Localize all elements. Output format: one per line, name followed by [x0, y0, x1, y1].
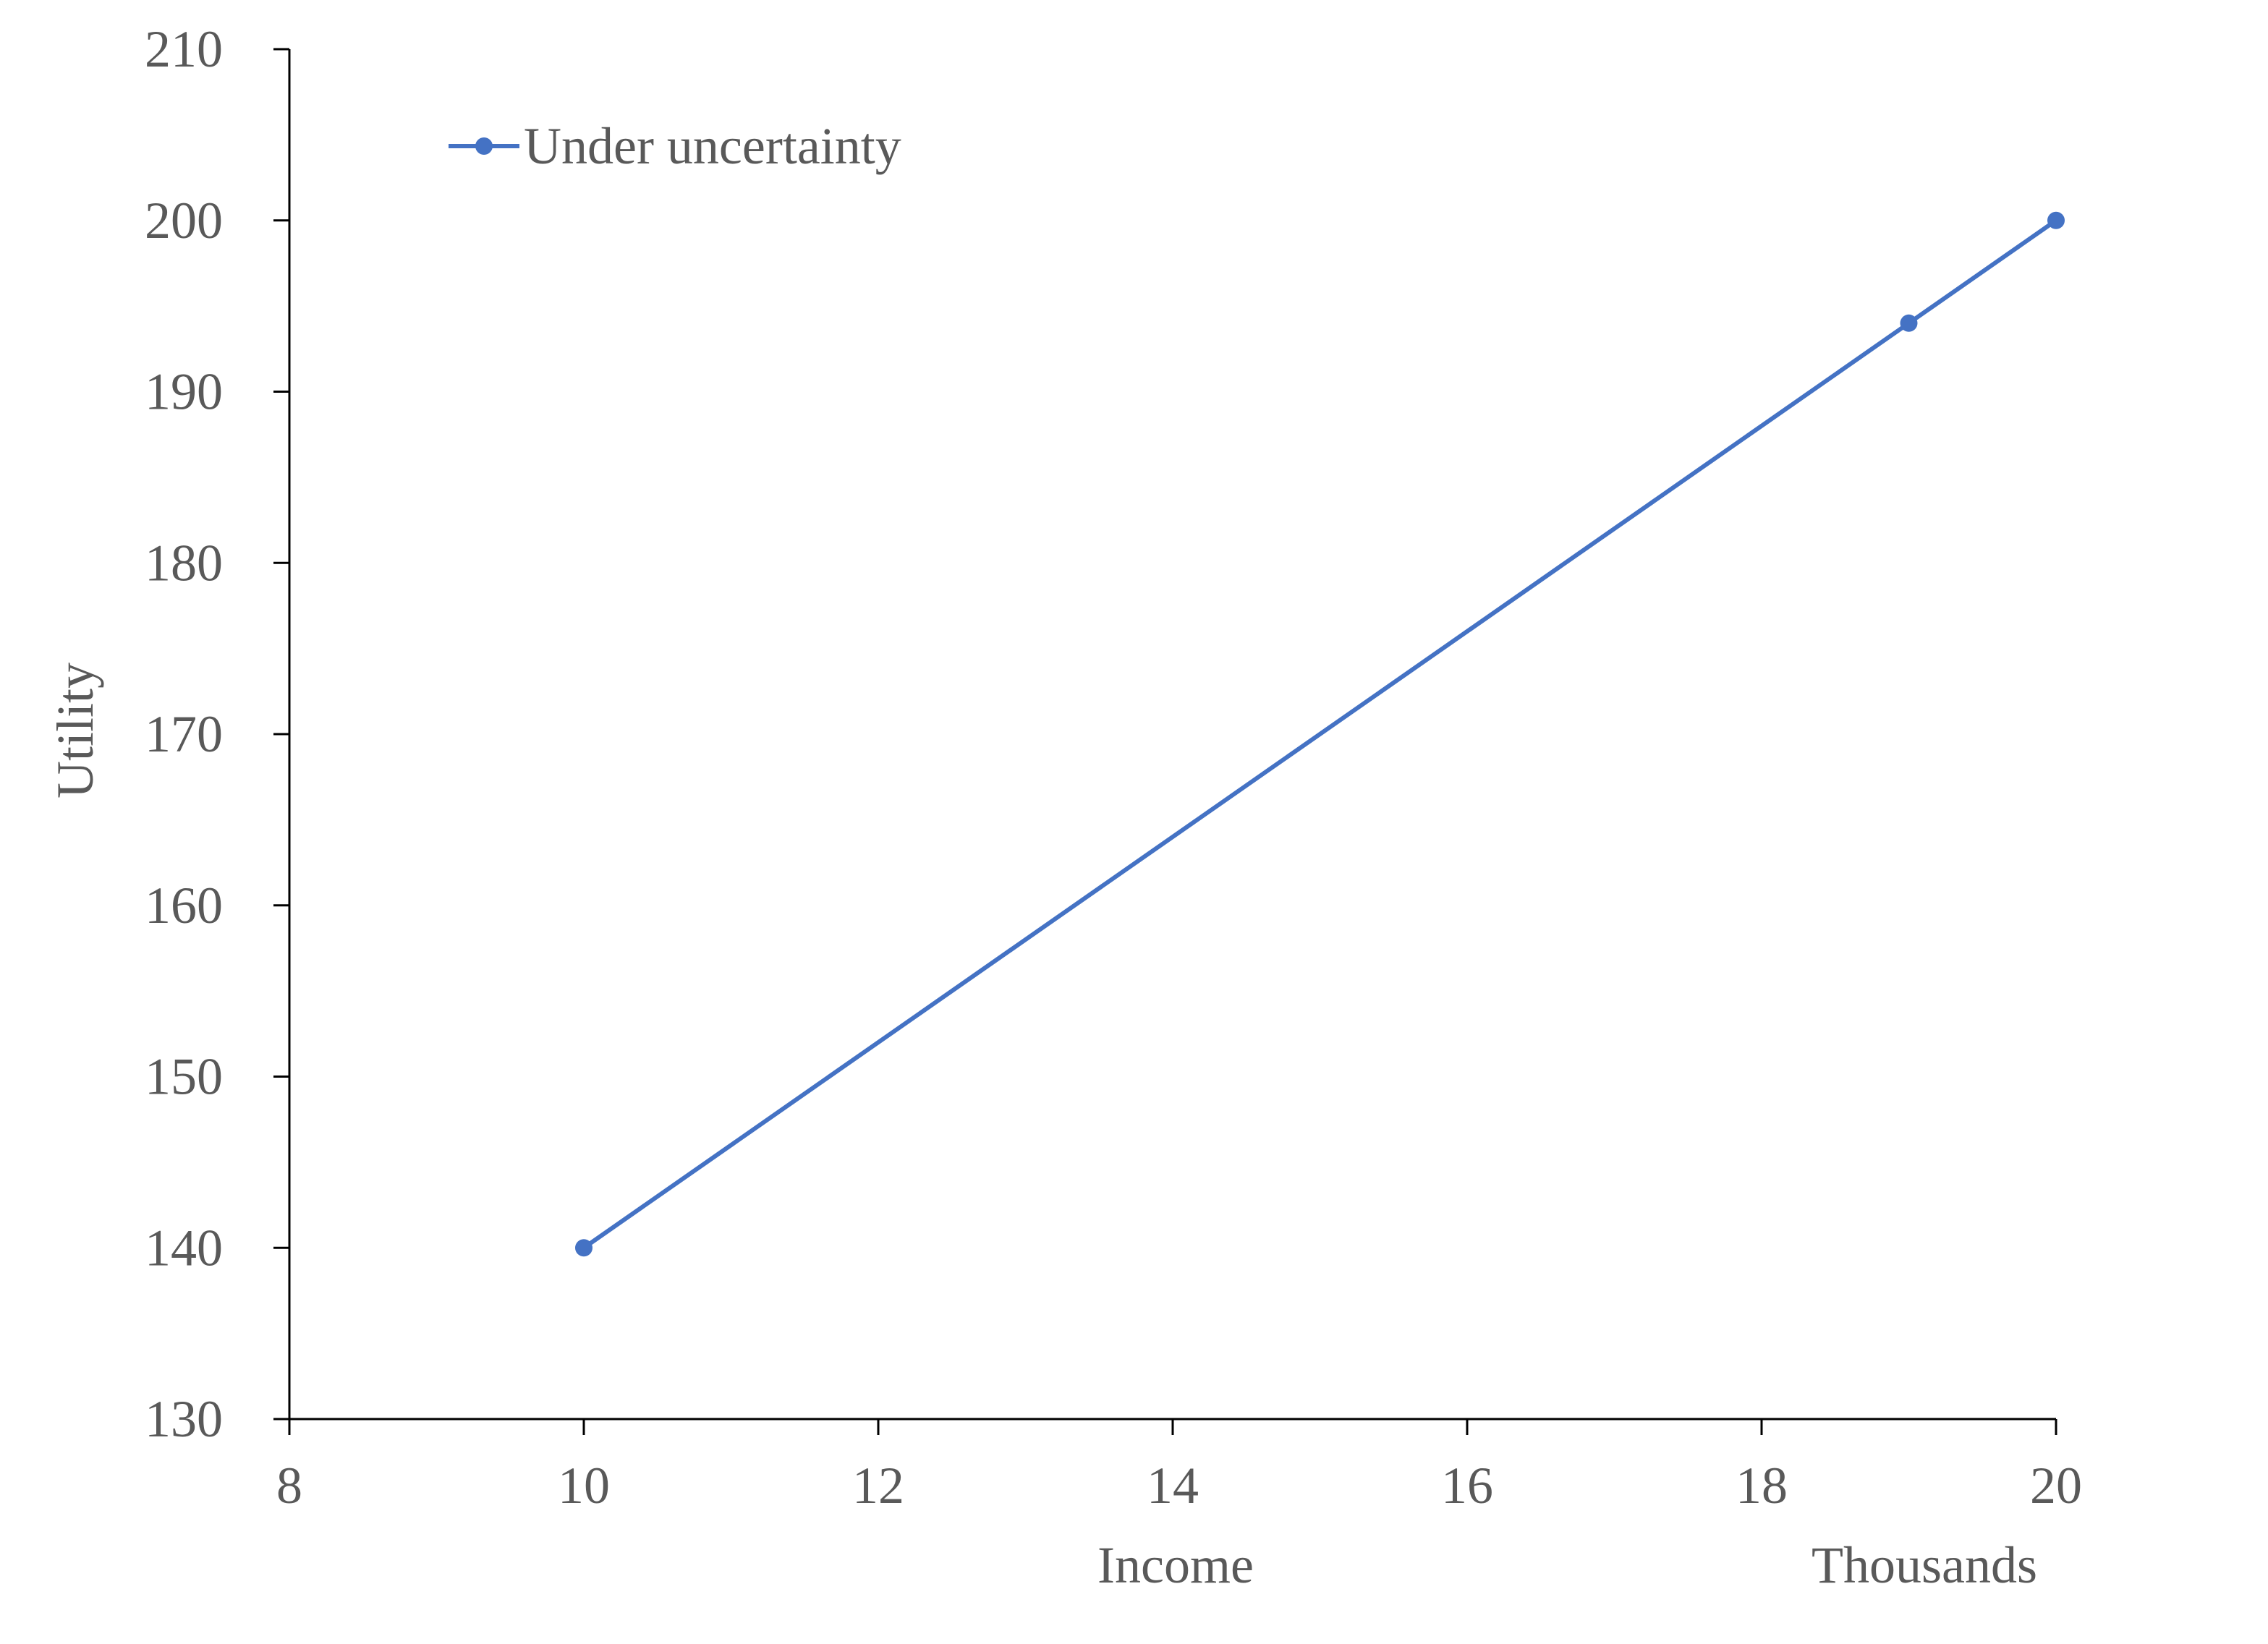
x-tick-label: 20: [2030, 1457, 2082, 1515]
data-point: [1900, 314, 1918, 332]
tick-labels: 130 140 150 160 170 180 190 200 210 8 10 12 14 16 18 20: [145, 20, 2082, 1515]
y-tick-label: 130: [145, 1390, 223, 1448]
x-tick-label: 12: [852, 1457, 904, 1515]
y-tick-label: 140: [145, 1219, 223, 1277]
y-tick-label: 150: [145, 1048, 223, 1106]
data-point: [2047, 211, 2065, 229]
x-tick-label: 8: [276, 1457, 302, 1515]
legend: Under uncertainty: [449, 117, 901, 175]
y-axis-title: Utility: [46, 663, 104, 798]
axes: [273, 48, 2057, 1435]
data-point: [575, 1239, 593, 1257]
legend-marker: [475, 137, 493, 155]
y-tick-label: 210: [145, 20, 223, 78]
x-tick-label: 18: [1736, 1457, 1788, 1515]
y-tick-label: 170: [145, 705, 223, 763]
x-tick-label: 14: [1147, 1457, 1199, 1515]
y-tick-label: 160: [145, 877, 223, 934]
series-layer: [575, 211, 2065, 1257]
series-line: [582, 218, 2057, 1250]
x-axis-units-label: Thousands: [1812, 1536, 2037, 1594]
y-tick-label: 180: [145, 534, 223, 592]
x-tick-label: 10: [558, 1457, 610, 1515]
y-tick-label: 190: [145, 363, 223, 421]
x-axis-title: Income: [1097, 1536, 1254, 1594]
x-tick-label: 16: [1441, 1457, 1493, 1515]
legend-label: Under uncertainty: [524, 117, 901, 175]
y-tick-label: 200: [145, 192, 223, 250]
